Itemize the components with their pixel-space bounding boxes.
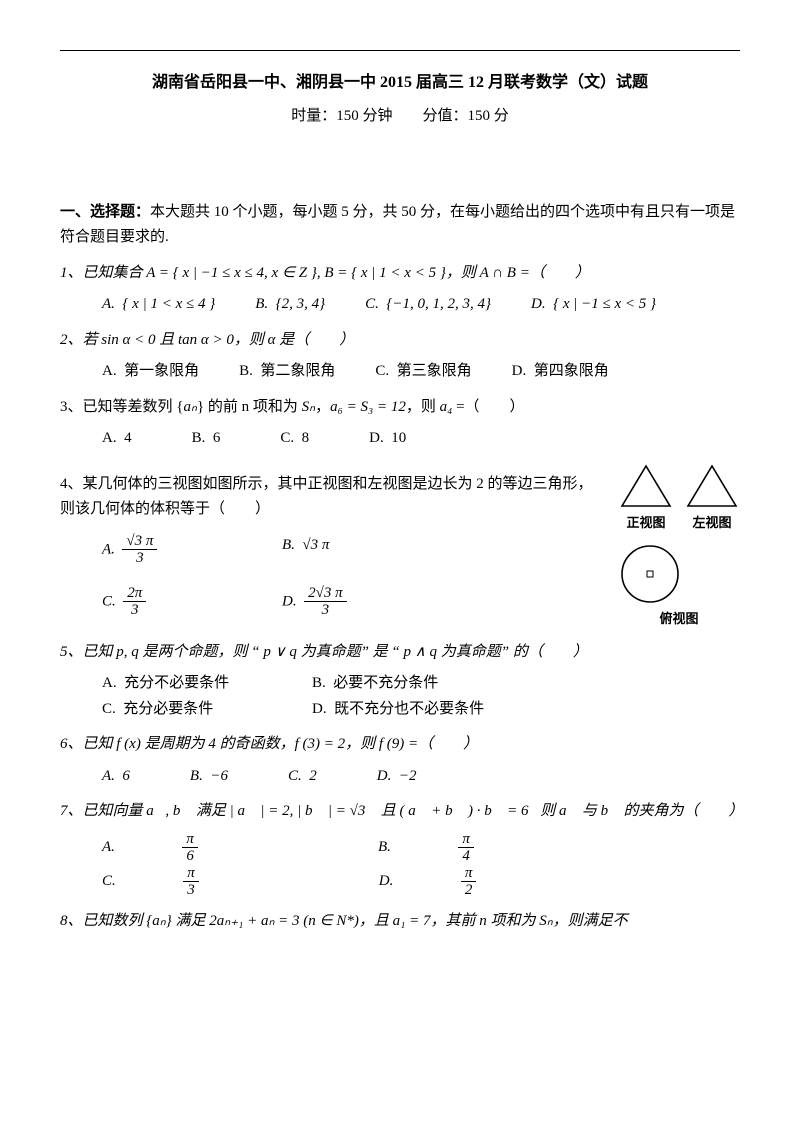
- q3-s5: =（ ）: [452, 399, 524, 415]
- q2-opt-a: A. 第一象限角: [102, 359, 199, 385]
- q4-d-pre: D.: [282, 593, 304, 609]
- q4-a-pre: A.: [102, 541, 122, 557]
- q3-opt-a: A. 4: [102, 426, 132, 452]
- q5-stem: 5、已知 p, q 是两个命题，则 “ p ∨ q 为真命题” 是 “ p ∧ …: [60, 640, 740, 666]
- q3-an: aₙ: [183, 399, 196, 415]
- q2-opt-d: D. 第四象限角: [512, 359, 609, 385]
- q3-s2: } 的前 n 项和为: [197, 399, 302, 415]
- q4-opt-b: B. √3 π: [282, 533, 462, 567]
- q5-opt-b: B. 必要不充分条件: [312, 671, 522, 697]
- q7-b-pre: B.: [378, 839, 398, 855]
- q7-a-den: 6: [182, 848, 198, 865]
- q4-stem: 4、某几何体的三视图如图所示，其中正视图和左视图是边长为 2 的等边三角形，则该…: [60, 472, 606, 523]
- section-1-body: 本大题共 10 个小题，每小题 5 分，共 50 分，在每小题给出的四个选项中有…: [60, 204, 735, 246]
- q4: 4、某几何体的三视图如图所示，其中正视图和左视图是边长为 2 的等边三角形，则该…: [60, 462, 740, 630]
- q6-stem: 6、已知 f (x) 是周期为 4 的奇函数，f (3) = 2，则 f (9)…: [60, 732, 740, 758]
- q3-s3: ，: [315, 399, 330, 415]
- q7-d-pre: D.: [379, 873, 401, 889]
- triangle-icon: [618, 462, 674, 510]
- q4-b: √3 π: [302, 537, 329, 553]
- q7-d-den: 2: [461, 882, 477, 899]
- top-rule: [60, 50, 740, 51]
- q6-opt-b: B. −6: [190, 764, 228, 790]
- top-view: 俯视图: [618, 542, 740, 630]
- circle-icon: [618, 542, 682, 606]
- q3-eq: a₆ = S₃ = 12: [330, 399, 406, 415]
- q7-opt-d: D. π2: [379, 865, 597, 899]
- front-view: 正视图: [618, 462, 674, 534]
- q5-opt-a: A. 充分不必要条件: [102, 671, 312, 697]
- q3-a4: a₄: [440, 399, 453, 415]
- q6-opt-d: D. −2: [377, 764, 417, 790]
- q1-options: A. { x | 1 < x ≤ 4 } B. {2, 3, 4} C. {−1…: [102, 292, 740, 318]
- q3-opt-b: B. 6: [192, 426, 221, 452]
- q7-opt-c: C. π3: [102, 865, 319, 899]
- front-label: 正视图: [618, 512, 674, 534]
- q1-opt-a: A. { x | 1 < x ≤ 4 }: [102, 292, 215, 318]
- q4-options: A. √3 π3 B. √3 π C. 2π3 D. 2√3 π3: [102, 533, 606, 619]
- q3-sn: Sₙ: [302, 399, 315, 415]
- q1-opt-d: D. { x | −1 ≤ x < 5 }: [531, 292, 656, 318]
- q4-a-den: 3: [122, 550, 157, 567]
- section-1: 一、选择题：本大题共 10 个小题，每小题 5 分，共 50 分，在每小题给出的…: [60, 200, 740, 251]
- q4-opt-a: A. √3 π3: [102, 533, 282, 567]
- q6-options: A. 6 B. −6 C. 2 D. −2: [102, 764, 740, 790]
- top-label: 俯视图: [618, 608, 740, 630]
- side-label: 左视图: [684, 512, 740, 534]
- q6-opt-a: A. 6: [102, 764, 130, 790]
- q4-a-num: √3 π: [122, 533, 157, 551]
- q4-b-pre: B.: [282, 537, 302, 553]
- q4-opt-c: C. 2π3: [102, 585, 282, 619]
- q7-opt-a: A. π6: [102, 831, 318, 865]
- exam-subtitle: 时量：150 分钟 分值：150 分: [60, 104, 740, 130]
- q2-stem: 2、若 sin α < 0 且 tan α > 0，则 α 是（ ）: [60, 328, 740, 354]
- q7-b-num: π: [458, 831, 474, 849]
- q4-c-pre: C.: [102, 593, 123, 609]
- q5-opt-d: D. 既不充分也不必要条件: [312, 697, 522, 723]
- q7-d-num: π: [461, 865, 477, 883]
- q7-options: A. π6 B. π4 C. π3 D. π2: [102, 831, 740, 899]
- q4-d-den: 3: [304, 602, 347, 619]
- exam-title: 湖南省岳阳县一中、湘阴县一中 2015 届高三 12 月联考数学（文）试题: [60, 69, 740, 96]
- triangle-icon: [684, 462, 740, 510]
- q7-c-den: 3: [183, 882, 199, 899]
- q1-opt-b: B. {2, 3, 4}: [255, 292, 325, 318]
- q7-a-pre: A.: [102, 839, 122, 855]
- q7-c-num: π: [183, 865, 199, 883]
- q4-c-den: 3: [123, 602, 146, 619]
- q2-opt-b: B. 第二象限角: [239, 359, 335, 385]
- q7-stem: 7、已知向量 a⃗, b⃗ 满足 | a⃗ | = 2, | b⃗ | = √3…: [60, 799, 740, 825]
- q5-options: A. 充分不必要条件B. 必要不充分条件 C. 充分必要条件D. 既不充分也不必…: [102, 671, 740, 722]
- q3-stem: 3、已知等差数列 {aₙ} 的前 n 项和为 Sₙ，a₆ = S₃ = 12，则…: [60, 395, 740, 421]
- q7-a-num: π: [182, 831, 198, 849]
- q3-s4: ，则: [406, 399, 440, 415]
- q3-opt-c: C. 8: [280, 426, 309, 452]
- side-view: 左视图: [684, 462, 740, 534]
- q5-opt-c: C. 充分必要条件: [102, 697, 312, 723]
- q2-opt-c: C. 第三象限角: [375, 359, 471, 385]
- q4-opt-d: D. 2√3 π3: [282, 585, 462, 619]
- q6-opt-c: C. 2: [288, 764, 317, 790]
- q2-options: A. 第一象限角 B. 第二象限角 C. 第三象限角 D. 第四象限角: [102, 359, 740, 385]
- section-1-head: 一、选择题：: [60, 204, 150, 220]
- q4-c-num: 2π: [123, 585, 146, 603]
- q3-opt-d: D. 10: [369, 426, 406, 452]
- q7-opt-b: B. π4: [378, 831, 594, 865]
- q7-c-pre: C.: [102, 873, 123, 889]
- q4-d-num: 2√3 π: [304, 585, 347, 603]
- q8-stem: 8、已知数列 {aₙ} 满足 2aₙ₊₁ + aₙ = 3 (n ∈ N*)，且…: [60, 909, 740, 935]
- q1-stem: 1、已知集合 A = { x | −1 ≤ x ≤ 4, x ∈ Z }, B …: [60, 261, 740, 287]
- q7-b-den: 4: [458, 848, 474, 865]
- q2-stem-text: 2、若 sin α < 0 且 tan α > 0，则 α 是（ ）: [60, 332, 354, 348]
- q3-options: A. 4 B. 6 C. 8 D. 10: [102, 426, 740, 452]
- three-views-diagram: 正视图 左视图 俯视图: [618, 462, 740, 630]
- q3-s1: 3、已知等差数列 {: [60, 399, 183, 415]
- q1-opt-c: C. {−1, 0, 1, 2, 3, 4}: [365, 292, 491, 318]
